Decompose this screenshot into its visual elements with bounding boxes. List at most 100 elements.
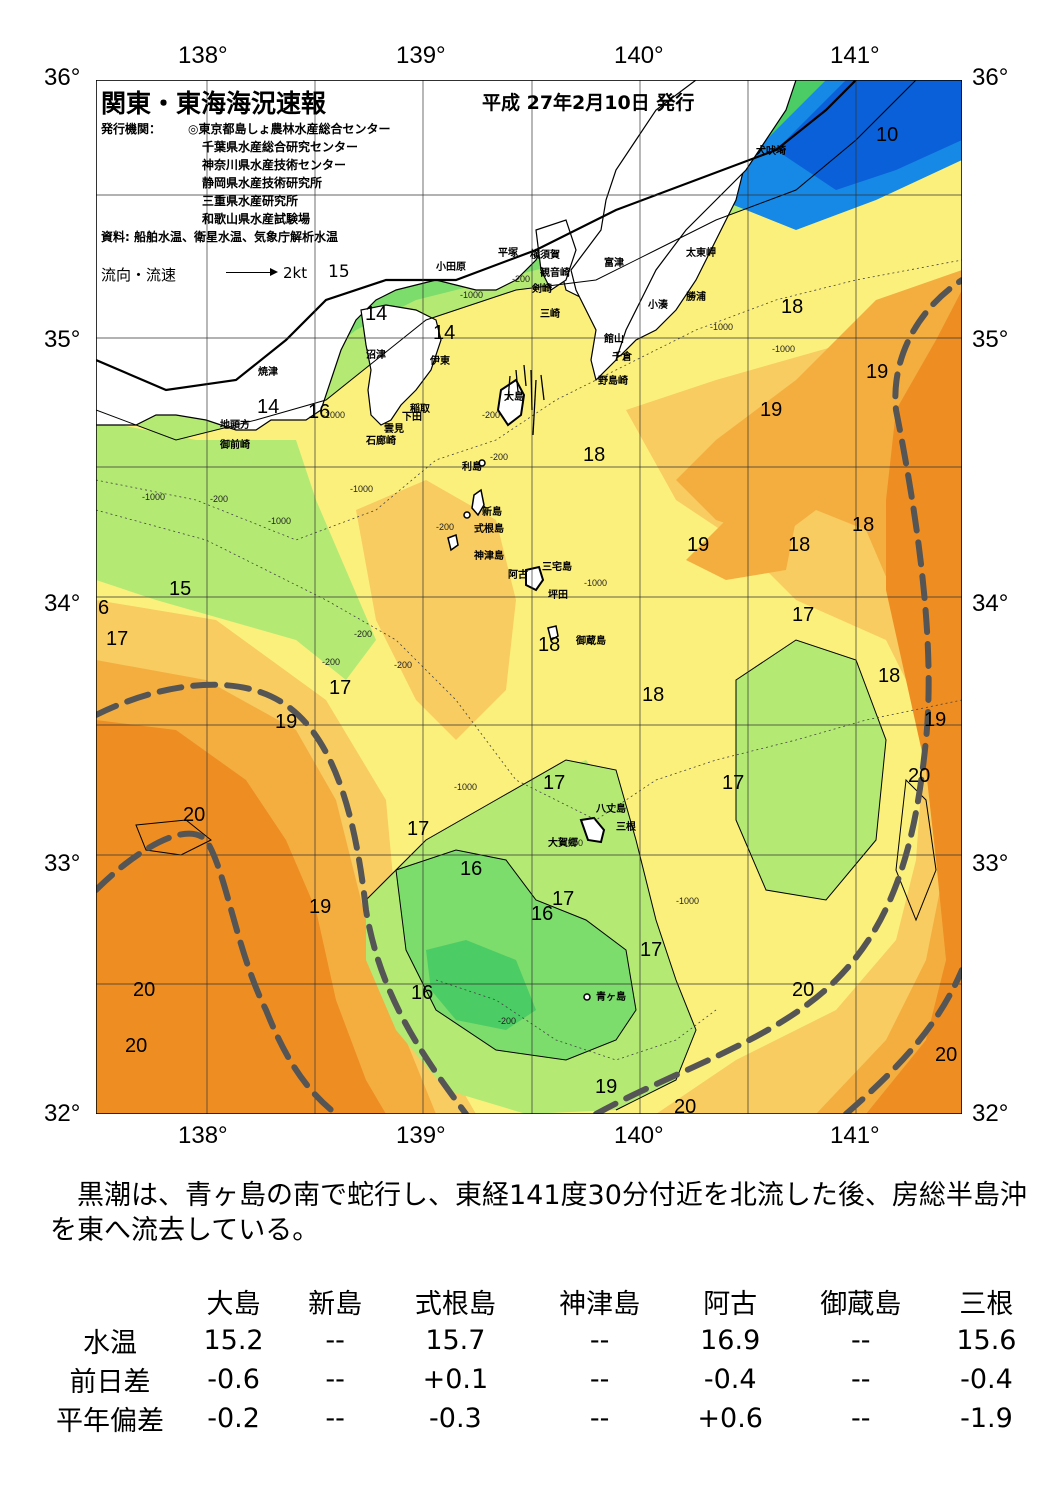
col-niijima: 新島 xyxy=(308,1289,363,1320)
place-name-label: 八丈島 xyxy=(596,804,626,815)
isotherm-temp-label: 19 xyxy=(760,399,783,421)
isotherm-17-east xyxy=(735,639,887,901)
col-ako: 阿古 xyxy=(703,1289,758,1320)
place-name-label: 坪田 xyxy=(548,590,568,601)
table-cell: -- xyxy=(850,1364,871,1395)
place-name-label: 大島 xyxy=(504,392,524,403)
place-name-label: 利島 xyxy=(462,462,482,473)
isotherm-temp-label: 6 xyxy=(98,597,110,619)
lon-label-bottom-138: 138° xyxy=(178,1122,228,1149)
table-cell: +0.1 xyxy=(422,1364,489,1395)
lat-label-left-36: 36° xyxy=(44,64,81,91)
place-name-label: 御蔵島 xyxy=(576,636,606,647)
island-temperature-table: 大島 新島 式根島 神津島 阿古 御蔵島 三根 水温 15.2 -- 15.7 … xyxy=(40,1282,1040,1438)
place-name-label: 千倉 xyxy=(612,352,632,363)
kuroshio-axis-main xyxy=(96,681,469,1114)
row-label: 平年偏差 xyxy=(56,1406,164,1437)
isotherm-temp-label: 17 xyxy=(722,772,745,794)
col-kozushima: 神津島 xyxy=(559,1289,641,1320)
map-title: 関東・東海海況速報 xyxy=(101,89,327,118)
isotherm-temp-label: 20 xyxy=(125,1035,148,1057)
depth-contour-label: -200 xyxy=(394,660,413,670)
isotherm-temp-label: 17 xyxy=(407,818,430,840)
island-niijima xyxy=(471,488,485,517)
isotherm-temp-label: 20 xyxy=(183,804,206,826)
issuer-1: ◎東京都島しょ農林水産総合センター xyxy=(188,122,391,136)
lat-label-right-34: 34° xyxy=(972,590,1009,617)
isotherm-temp-label: 10 xyxy=(876,124,899,146)
lat-label-left-35: 35° xyxy=(44,326,81,353)
place-name-label: 野島崎 xyxy=(598,376,628,387)
col-shikinejima: 式根島 xyxy=(414,1289,496,1320)
lat-label-right-33: 33° xyxy=(972,850,1009,877)
isotherm-temp-label: 15 xyxy=(169,578,192,600)
lon-label-top-141: 141° xyxy=(830,42,880,69)
isotherm-17-north xyxy=(96,80,917,441)
table-cell: -- xyxy=(589,1364,610,1395)
depth-contour-label: -1000 xyxy=(772,344,796,354)
isotherm-temp-label: 18 xyxy=(642,684,665,706)
place-name-label: 太東岬 xyxy=(686,248,716,259)
isotherm-temp-label: 20 xyxy=(908,765,931,787)
legend-speed: 2kt xyxy=(283,264,308,282)
depth-contour-label: -200 xyxy=(512,274,531,284)
isotherm-temp-label: 16 xyxy=(411,982,434,1004)
lat-label-left-33: 33° xyxy=(44,850,81,877)
isotherm-temp-label: 18 xyxy=(878,665,901,687)
place-name-label: 剣崎 xyxy=(532,284,552,295)
current-arrow xyxy=(540,374,545,401)
table-cell: -- xyxy=(850,1325,871,1356)
place-name-label: 富津 xyxy=(604,258,624,269)
isotherm-temp-label: 17 xyxy=(552,888,575,910)
isotherm-temp-label: 16 xyxy=(531,903,554,925)
legend-temp: 15 xyxy=(328,262,350,282)
isotherm-temp-label: 18 xyxy=(583,444,606,466)
place-name-label: 勝浦 xyxy=(686,292,706,303)
kuroshio-axis-south xyxy=(593,277,962,1114)
lat-label-right-35: 35° xyxy=(972,326,1009,353)
island-toshima xyxy=(478,459,486,467)
depth-contour-200 xyxy=(96,259,962,541)
table-cell: -- xyxy=(589,1325,610,1356)
depth-contour-label: -200 xyxy=(322,657,341,667)
depth-contour-label: -200 xyxy=(490,452,509,462)
place-name-label: 下田 xyxy=(402,412,422,423)
depth-contour-label: -1000 xyxy=(460,290,484,300)
isotherm-temp-label: 16 xyxy=(460,858,483,880)
lon-label-bottom-141: 141° xyxy=(830,1122,880,1149)
isotherm-temp-label: 17 xyxy=(329,677,352,699)
legend-current-label: 流向・流速 xyxy=(101,266,177,284)
place-name-label: 三宅島 xyxy=(542,562,572,573)
lat-label-right-36: 36° xyxy=(972,64,1009,91)
issuer-2: 千葉県水産総合研究センター xyxy=(202,140,359,154)
place-name-label: 御前崎 xyxy=(220,440,250,451)
place-name-label: 伊東 xyxy=(430,356,450,367)
table-cell: -0.6 xyxy=(207,1364,260,1395)
depth-contour-label: -1000 xyxy=(350,484,374,494)
table-cell: -0.4 xyxy=(703,1364,757,1395)
lat-label-right-32: 32° xyxy=(972,1100,1009,1127)
place-name-label: 小田原 xyxy=(436,262,466,273)
place-name-label: 阿古 xyxy=(508,570,528,581)
zone-20-west xyxy=(96,720,386,1114)
kuroshio-axis-southeast xyxy=(843,967,962,1114)
lon-label-top-138: 138° xyxy=(178,42,228,69)
depth-contour-label: -200 xyxy=(436,522,455,532)
kuroshio-axis-west-loop xyxy=(96,830,339,1114)
isotherm-temp-label: 18 xyxy=(781,296,804,318)
table-row: 前日差 -0.6 -- +0.1 -- -0.4 -- -0.4 xyxy=(40,1360,1040,1399)
place-name-label: 犬吠埼 xyxy=(756,146,786,157)
isotherm-temp-label: 17 xyxy=(543,772,566,794)
lon-label-bottom-140: 140° xyxy=(614,1122,664,1149)
zone-17-east xyxy=(736,640,886,900)
isotherm-temp-label: 19 xyxy=(687,534,710,556)
depth-contour-label: -200 xyxy=(210,494,229,504)
col-mikurajima: 御蔵島 xyxy=(820,1289,902,1320)
col-mine: 三根 xyxy=(959,1289,1014,1320)
data-source: 資料: 船舶水温、衛星水温、気象庁解析水温 xyxy=(101,230,338,244)
isotherm-temp-label: 20 xyxy=(133,979,156,1001)
island-kozushima xyxy=(447,533,459,552)
depth-contour-label: -1000 xyxy=(560,838,584,848)
isotherm-17-south xyxy=(365,759,697,1111)
isotherm-temp-label: 18 xyxy=(538,634,561,656)
